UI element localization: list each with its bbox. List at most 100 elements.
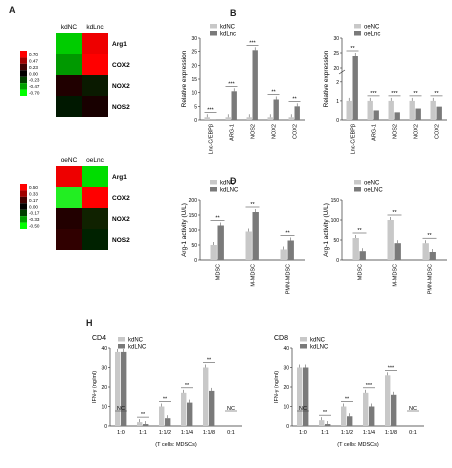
legend-swatch	[300, 337, 307, 342]
y-tick-label: 2	[336, 80, 339, 86]
heatmap-oe-row-label: Arg1	[112, 174, 127, 181]
y-axis-label: Arg-1 activity (U/L)	[181, 203, 188, 257]
bar	[367, 100, 373, 120]
bar	[288, 117, 294, 120]
y-tick-label: 10	[101, 405, 107, 411]
bar	[252, 212, 259, 260]
heatmap-oe-scale-label: 0.33	[29, 191, 38, 196]
bar-chart-oe-expression: 0 1 2 20 25 30 Relative expression ** Lnc-C/EBPβ…	[323, 24, 447, 154]
bar-chart-cd8-ifn: 0 10 20 30 40 IFN-γ (ng/ml) NC 1:0 ** 1:1 ** 1:1/2 *…	[274, 335, 424, 448]
y-tick-label: 0	[286, 424, 289, 430]
bar	[352, 238, 359, 260]
y-tick-label: 30	[333, 36, 339, 42]
heatmap-oe-scale-label: -0.50	[29, 224, 40, 229]
heatmap-kd-scale-label: -0.47	[29, 84, 40, 89]
y-axis-label: Relative expression	[323, 50, 330, 107]
bar	[217, 225, 224, 260]
legend-label: kdLnc	[220, 32, 236, 38]
legend-swatch	[118, 337, 125, 342]
significance-label: **	[215, 216, 220, 222]
heatmap-oe-cell	[56, 187, 82, 208]
y-tick-label: 5	[194, 104, 197, 110]
legend-label: kdNC	[220, 181, 236, 187]
x-tick-label: 1:1/8	[203, 430, 215, 436]
panel-label-h: H	[86, 318, 93, 328]
significance-label: **	[163, 397, 168, 403]
y-tick-label: 20	[101, 385, 107, 391]
heatmap-kd-scale-label: 0.23	[29, 65, 38, 70]
heatmap-kd-row-label: NOX2	[112, 83, 130, 90]
heatmap-kd-scale-label: 0.00	[29, 71, 38, 76]
significance-label: **	[434, 91, 439, 97]
y-tick-label: 40	[283, 346, 289, 352]
y-tick-label: 150	[331, 198, 340, 204]
y-tick-label: 50	[191, 243, 197, 249]
bar	[429, 252, 436, 260]
significance-label: **	[392, 210, 397, 216]
bar	[347, 416, 353, 426]
x-tick-label: 1:1	[321, 430, 329, 436]
significance-label: ***	[366, 383, 373, 389]
x-tick-label: PMN-MDSC	[428, 264, 434, 294]
legend-label: kdLNC	[128, 345, 147, 351]
heatmap-oe-scale-label: 0.17	[29, 198, 38, 203]
bar	[388, 100, 394, 120]
x-tick-label: MDSC	[216, 264, 222, 280]
bar	[115, 351, 121, 426]
y-axis-label: Relative expression	[181, 50, 188, 107]
significance-label: ***	[207, 107, 214, 113]
x-tick-label: PMN-MDSC	[286, 264, 292, 294]
x-axis-label: (T cells: MDSCs)	[155, 442, 197, 448]
y-tick-label: 100	[189, 228, 198, 234]
bar	[341, 406, 347, 426]
y-tick-label: 50	[333, 238, 339, 244]
y-tick-label: 0	[194, 258, 197, 264]
bar	[391, 394, 397, 426]
heatmap-oe-col-label: oeNC	[61, 157, 78, 164]
heatmap-oe-scale-swatch	[20, 190, 27, 197]
bar	[267, 117, 273, 120]
legend-label: oeNC	[364, 181, 380, 187]
bar-chart-kd-expression: 0 5 10 15 20 25 30 Relative expression *** Lnc-C/…	[181, 24, 305, 154]
heatmap-kd-scale-label: -0.70	[29, 91, 40, 96]
heatmap-oe-scale-swatch	[20, 184, 27, 191]
bar	[181, 392, 187, 426]
heatmap-kd-scale-swatch	[20, 89, 27, 96]
y-tick-label: 200	[189, 198, 198, 204]
y-tick-label: 0	[336, 258, 339, 264]
significance-label: **	[207, 358, 212, 364]
bar	[430, 100, 436, 120]
bar	[273, 99, 279, 120]
panel-label-a: A	[9, 5, 16, 15]
bar	[325, 424, 331, 426]
heatmap-oe-row-label: COX2	[112, 195, 130, 202]
heatmap-oe-row-label: NOS2	[112, 237, 130, 244]
y-tick-label: 30	[283, 366, 289, 372]
bar	[352, 56, 358, 120]
heatmap-oe-row-label: NOX2	[112, 216, 130, 223]
legend-swatch	[210, 187, 217, 192]
bar	[204, 117, 210, 120]
bar	[422, 243, 429, 260]
legend-label: oeNC	[364, 25, 380, 31]
legend-label: kdLNC	[220, 188, 239, 194]
x-tick-label: 1:1/4	[181, 430, 193, 436]
x-tick-label: NOX2	[272, 124, 278, 139]
legend-label: kdLNC	[310, 345, 329, 351]
panel-label-b: B	[230, 8, 237, 18]
x-tick-label: 0:1	[409, 430, 417, 436]
heatmap-kd-row-label: COX2	[112, 62, 130, 69]
heatmap-kd-scale-swatch	[20, 57, 27, 64]
axis-break-mark	[338, 69, 346, 75]
bar	[252, 50, 258, 120]
bar	[165, 418, 171, 426]
bar	[203, 367, 209, 426]
bar	[303, 367, 309, 426]
x-tick-label: MDSC	[358, 264, 364, 280]
y-tick-label: 0	[336, 118, 339, 124]
significance-label: **	[292, 96, 297, 102]
legend-swatch	[118, 344, 125, 349]
heatmap-oe-cell	[56, 208, 82, 229]
